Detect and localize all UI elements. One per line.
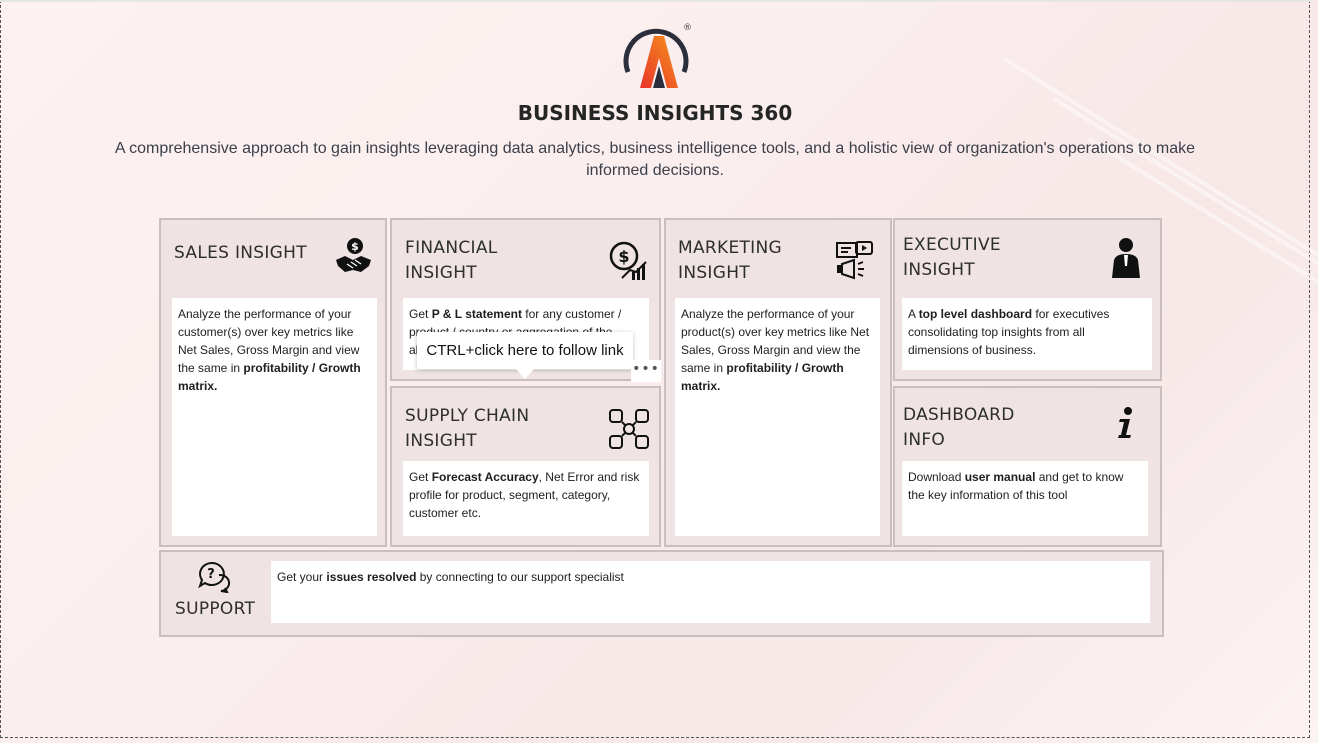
card-description: Get your issues resolved by connecting t… <box>271 561 1150 623</box>
card-title: SUPPORT <box>175 599 256 619</box>
executive-insight-card[interactable]: EXECUTIVE INSIGHT A top level dashboard … <box>893 218 1162 381</box>
svg-text:®: ® <box>683 23 692 33</box>
page-title: BUSINESS INSIGHTS 360 <box>517 101 793 125</box>
supply-network-icon <box>609 409 649 449</box>
card-description: A top level dashboard for executives con… <box>902 298 1152 370</box>
svg-text:?: ? <box>207 567 215 582</box>
card-title: SALES INSIGHT <box>174 243 307 263</box>
businessman-icon <box>1112 238 1140 278</box>
top-divider <box>0 0 1310 2</box>
card-description: Analyze the performance of your product(… <box>675 298 880 536</box>
marketing-insight-card[interactable]: MARKETING INSIGHT Analyze the performanc… <box>664 218 892 547</box>
page-subtitle: A comprehensive approach to gain insight… <box>114 140 1196 179</box>
dashboard-info-card[interactable]: DASHBOARD INFO Download user manual and … <box>893 386 1162 547</box>
sales-insight-card[interactable]: SALES INSIGHT $ Analyze the performance … <box>159 218 387 547</box>
dollar-chart-icon: $ <box>609 241 647 280</box>
svg-text:$: $ <box>618 247 629 266</box>
card-title: EXECUTIVE INSIGHT <box>903 235 1001 280</box>
megaphone-presentation-icon <box>836 241 873 280</box>
card-title: SUPPLY CHAIN INSIGHT <box>405 406 530 451</box>
card-description: Get Forecast Accuracy, Net Error and ris… <box>403 461 649 536</box>
tooltip-arrow <box>515 368 535 379</box>
card-title: MARKETING INSIGHT <box>678 238 782 283</box>
card-description: Analyze the performance of your customer… <box>172 298 377 536</box>
info-icon <box>1118 407 1132 438</box>
svg-text:$: $ <box>351 240 359 253</box>
handshake-dollar-icon: $ <box>336 238 371 272</box>
link-tooltip: CTRL+click here to follow link <box>417 332 633 369</box>
supply-chain-insight-card[interactable]: SUPPLY CHAIN INSIGHT Get Forecast Accura… <box>390 386 661 547</box>
card-title: FINANCIAL INSIGHT <box>405 238 498 283</box>
card-title: DASHBOARD INFO <box>903 405 1015 450</box>
chat-question-icon: ? <box>198 561 230 593</box>
support-card[interactable]: ? SUPPORT Get your issues resolved by co… <box>159 550 1164 637</box>
more-options-button[interactable]: ••• <box>631 360 661 382</box>
company-logo: ® <box>623 23 692 88</box>
card-description: Download user manual and get to know the… <box>902 461 1148 536</box>
